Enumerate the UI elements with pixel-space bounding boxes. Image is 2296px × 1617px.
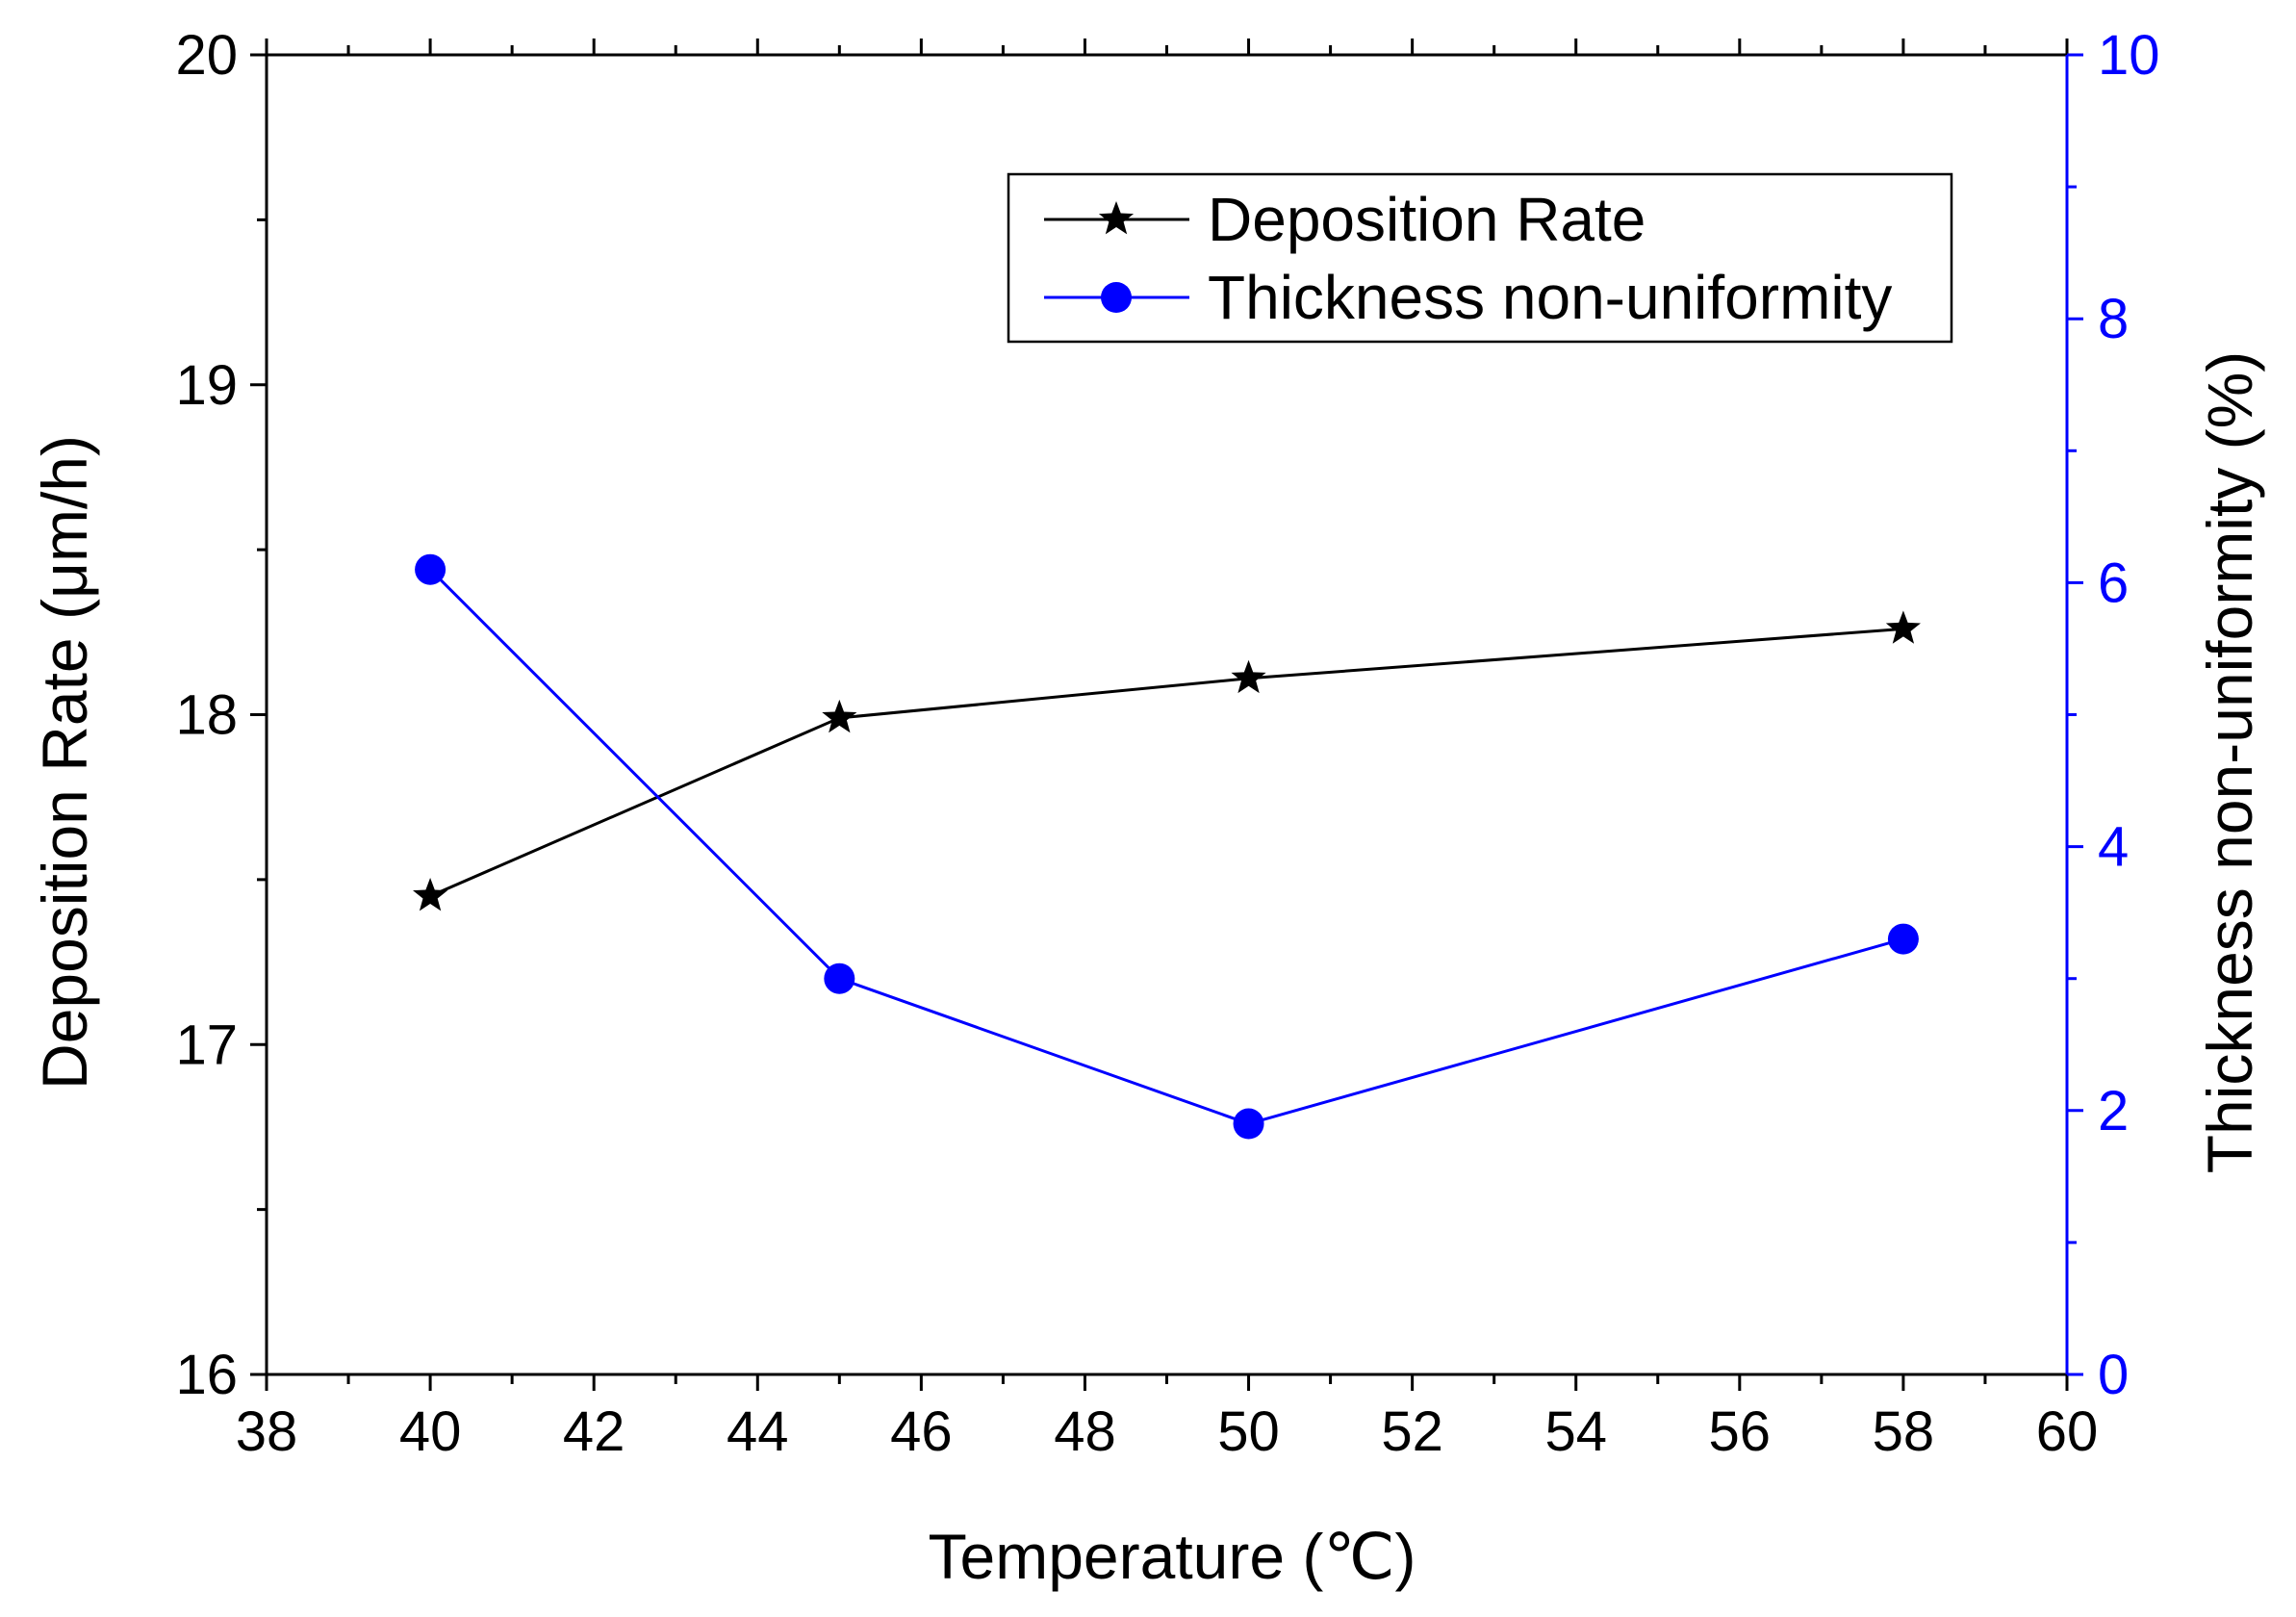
left-y-tick-label: 18 [175,684,238,747]
legend-item-deposition-rate: Deposition Rate [1044,185,1645,254]
data-point-thickness-non-uniformity [1233,1108,1264,1140]
right-y-axis: 0 2 4 6 8 10 [2067,24,2160,1406]
left-y-tick-label: 20 [175,24,238,87]
x-tick-label: 52 [1381,1400,1443,1463]
data-point-deposition-rate [413,878,448,911]
x-tick-label: 56 [1709,1400,1772,1463]
x-tick-label: 54 [1544,1400,1607,1463]
legend: Deposition Rate Thickness non-uniformity [1007,172,1953,344]
x-tick-label: 44 [727,1400,789,1463]
data-point-thickness-non-uniformity [1887,923,1919,955]
left-y-tick-label: 19 [175,354,238,417]
x-axis: 38 40 42 44 46 48 50 52 54 56 58 60 [236,38,2099,1463]
data-point-deposition-rate [1885,610,1921,644]
legend-star-marker [1098,201,1135,235]
right-y-tick-label: 0 [2098,1344,2129,1406]
legend-box [1007,172,1953,344]
x-tick-label: 50 [1217,1400,1280,1463]
x-tick-label: 60 [2036,1400,2099,1463]
x-tick-label: 38 [236,1400,298,1463]
legend-label-deposition-rate: Deposition Rate [1208,185,1645,254]
right-y-tick-label: 6 [2098,552,2129,614]
right-y-tick-label: 10 [2098,24,2160,87]
legend-item-thickness-non-uniformity: Thickness non-uniformity [1044,263,1892,332]
data-point-deposition-rate [1231,659,1266,694]
x-tick-label: 58 [1873,1400,1935,1463]
right-y-tick-label: 2 [2098,1080,2129,1142]
x-tick-label: 42 [563,1400,625,1463]
left-y-axis: 16 17 18 19 20 [175,24,267,1406]
x-tick-label: 46 [890,1400,953,1463]
data-point-thickness-non-uniformity [415,553,446,585]
left-y-axis-title: Deposition Rate (μm/h) [29,435,100,1090]
x-axis-title: Temperature (℃) [929,1521,1416,1592]
right-y-tick-label: 4 [2098,816,2129,879]
legend-label-thickness-non-uniformity: Thickness non-uniformity [1208,263,1892,332]
series-line-deposition-rate [429,627,1904,898]
data-series [413,553,1921,1140]
series-line-thickness-non-uniformity [429,568,1904,1126]
x-tick-label: 40 [399,1400,462,1463]
left-y-tick-label: 17 [175,1014,238,1076]
legend-circle-marker [1101,282,1132,313]
x-tick-label: 48 [1054,1400,1116,1463]
data-point-deposition-rate [822,699,857,733]
left-y-tick-label: 16 [175,1344,238,1406]
right-y-axis-title: Thickness non-uniformity (%) [2194,351,2265,1174]
data-point-thickness-non-uniformity [824,962,855,994]
right-y-tick-label: 8 [2098,288,2129,350]
